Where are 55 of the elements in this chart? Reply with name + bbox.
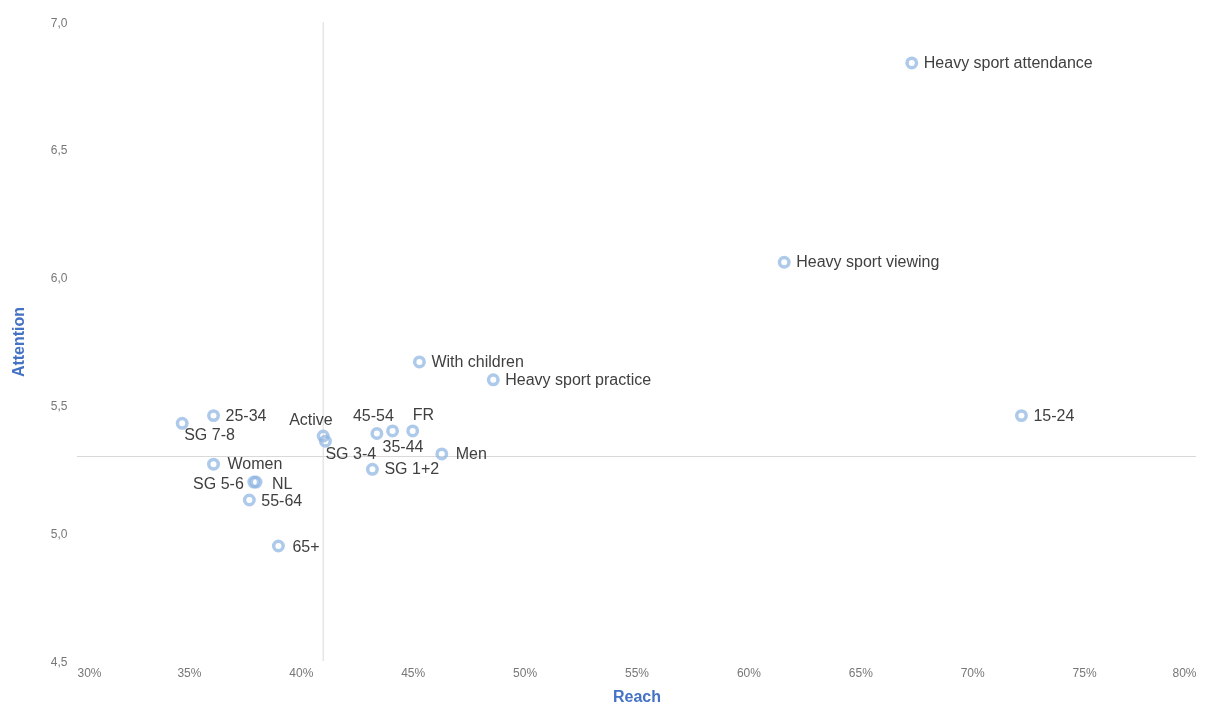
- point: [316, 429, 330, 443]
- point: [435, 447, 449, 461]
- x-tick-label: 55%: [624, 665, 650, 680]
- x-axis-title: Reach: [612, 687, 662, 705]
- x-tick-label: 70%: [960, 665, 986, 680]
- x-tick-label: 45%: [401, 665, 426, 680]
- x-tick-label: 30%: [77, 665, 102, 680]
- y-tick-label: 5,5: [50, 398, 68, 413]
- annotation: 45-54: [352, 406, 394, 424]
- point: [386, 424, 400, 438]
- point: [271, 539, 285, 553]
- point: [370, 427, 384, 440]
- point: [318, 434, 332, 448]
- y-tick-label: 6,5: [50, 143, 68, 158]
- x-tick-label: 40%: [289, 665, 314, 680]
- annotation: Men: [455, 444, 487, 462]
- annotation: SG 1+2: [384, 460, 440, 478]
- x-tick-label: 50%: [513, 665, 538, 680]
- annotation: Heavy sport practice: [505, 370, 652, 388]
- point: [207, 409, 221, 423]
- annotation: Heavy sport attendance: [923, 53, 1093, 71]
- point: [175, 416, 189, 430]
- x-tick-label: 60%: [736, 665, 762, 680]
- point: [207, 457, 221, 471]
- annotation: SG 5-6: [193, 475, 244, 493]
- annotation: With children: [431, 352, 524, 370]
- annotation: 55-64: [261, 491, 303, 509]
- x-tick-label: 65%: [848, 665, 874, 680]
- annotation: 25-34: [225, 406, 267, 424]
- point: [486, 373, 500, 387]
- annotation: 65+: [292, 537, 320, 555]
- x-tick-label: 75%: [1072, 665, 1097, 680]
- annotation: Women: [227, 455, 283, 473]
- y-tick-label: 6,0: [50, 271, 68, 286]
- annotation: SG 3-4: [325, 445, 377, 463]
- x-tick-label: 80%: [1172, 665, 1197, 680]
- point: [412, 355, 426, 369]
- x-tick-label: 35%: [177, 665, 202, 680]
- annotation: Active: [289, 411, 333, 429]
- y-axis-title: Attention: [9, 306, 27, 378]
- annotation: NL: [272, 475, 293, 493]
- point: [406, 424, 420, 438]
- annotation: SG 7-8: [184, 426, 235, 444]
- point: [777, 255, 791, 269]
- point: [365, 462, 379, 476]
- annotation: Heavy sport viewing: [796, 253, 940, 271]
- annotation: 15-24: [1033, 406, 1075, 424]
- annotation: 35-44: [382, 437, 424, 455]
- annotation: FR: [412, 405, 435, 423]
- y-tick-label: 7,0: [50, 15, 68, 30]
- y-tick-label: 5,0: [50, 526, 68, 541]
- point: [905, 56, 919, 70]
- y-tick-label: 4,5: [50, 654, 68, 669]
- point: [242, 493, 256, 507]
- point: [1014, 409, 1028, 423]
